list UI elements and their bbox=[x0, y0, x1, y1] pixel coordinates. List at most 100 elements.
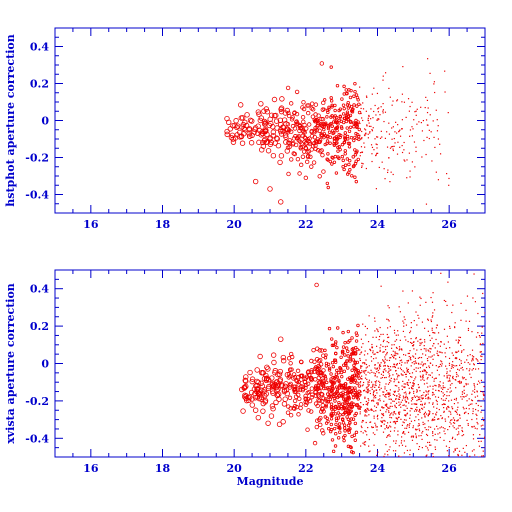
data-point bbox=[347, 385, 352, 390]
data-point bbox=[461, 435, 463, 437]
data-point bbox=[449, 391, 451, 393]
data-point bbox=[310, 392, 315, 397]
data-point bbox=[365, 359, 367, 361]
data-point bbox=[436, 400, 438, 403]
data-point bbox=[400, 373, 402, 375]
data-point bbox=[256, 391, 262, 397]
data-point bbox=[277, 159, 283, 166]
data-point bbox=[460, 360, 462, 362]
data-point bbox=[482, 398, 484, 400]
data-point bbox=[402, 397, 405, 399]
data-point bbox=[433, 309, 436, 311]
data-point bbox=[292, 403, 298, 409]
data-point bbox=[455, 428, 457, 430]
data-point bbox=[385, 459, 386, 460]
data-point bbox=[427, 376, 429, 379]
data-point bbox=[472, 368, 475, 370]
data-point bbox=[467, 329, 470, 331]
data-point bbox=[479, 344, 481, 346]
data-point bbox=[380, 377, 382, 379]
data-point bbox=[327, 130, 332, 134]
data-point bbox=[391, 344, 393, 346]
data-point bbox=[361, 151, 364, 153]
data-point bbox=[407, 359, 410, 362]
data-point bbox=[465, 444, 467, 447]
data-point bbox=[359, 413, 361, 415]
data-point bbox=[452, 364, 454, 366]
data-point bbox=[420, 376, 422, 378]
data-point bbox=[267, 116, 273, 122]
data-point bbox=[416, 395, 418, 397]
data-point bbox=[372, 386, 374, 388]
data-point bbox=[441, 417, 444, 419]
data-point bbox=[330, 162, 334, 166]
data-point bbox=[285, 121, 291, 127]
data-point bbox=[412, 382, 414, 385]
data-point bbox=[305, 154, 311, 160]
data-point bbox=[375, 188, 377, 190]
data-point bbox=[360, 366, 362, 368]
data-points bbox=[224, 58, 450, 205]
data-point bbox=[357, 127, 361, 132]
data-point bbox=[409, 472, 410, 473]
data-point bbox=[406, 383, 409, 385]
data-point bbox=[292, 126, 298, 131]
data-point bbox=[405, 383, 407, 385]
data-point bbox=[368, 445, 370, 447]
data-point bbox=[380, 362, 382, 364]
data-point bbox=[414, 419, 416, 422]
data-point bbox=[395, 417, 397, 419]
data-point bbox=[476, 428, 478, 430]
data-point bbox=[233, 118, 239, 124]
data-point bbox=[437, 366, 440, 368]
data-point bbox=[459, 414, 461, 416]
data-point bbox=[419, 304, 421, 306]
data-point bbox=[427, 420, 429, 422]
data-point bbox=[397, 430, 399, 432]
data-point bbox=[382, 75, 384, 77]
data-point bbox=[378, 118, 380, 120]
data-point bbox=[318, 370, 323, 375]
data-point bbox=[325, 380, 329, 385]
data-point bbox=[395, 442, 397, 444]
data-point bbox=[326, 362, 331, 366]
data-point bbox=[451, 407, 454, 410]
data-point bbox=[437, 396, 440, 398]
data-point bbox=[268, 413, 275, 419]
data-point bbox=[396, 100, 398, 102]
data-point bbox=[309, 386, 315, 391]
data-point bbox=[430, 319, 432, 321]
data-point bbox=[409, 358, 411, 360]
data-point bbox=[405, 324, 408, 326]
data-point bbox=[346, 349, 350, 354]
data-point bbox=[359, 138, 362, 140]
data-point bbox=[372, 358, 375, 360]
data-point bbox=[393, 420, 396, 423]
data-point bbox=[429, 362, 431, 364]
data-point bbox=[368, 460, 369, 461]
data-point bbox=[337, 379, 341, 384]
data-point bbox=[431, 337, 433, 339]
data-point bbox=[400, 359, 403, 361]
data-point bbox=[359, 134, 361, 137]
data-point bbox=[428, 397, 430, 399]
data-point bbox=[404, 427, 406, 429]
data-point bbox=[412, 388, 414, 390]
data-point bbox=[402, 431, 405, 433]
data-point bbox=[438, 374, 440, 376]
data-point bbox=[342, 141, 346, 145]
data-point bbox=[333, 103, 337, 108]
data-point bbox=[445, 356, 447, 358]
data-point bbox=[312, 130, 317, 135]
data-point bbox=[408, 352, 410, 355]
data-point bbox=[326, 110, 330, 115]
data-point bbox=[404, 386, 406, 388]
data-point bbox=[411, 387, 413, 390]
data-point bbox=[405, 401, 408, 403]
data-point bbox=[317, 128, 322, 133]
data-point bbox=[423, 369, 425, 371]
data-point bbox=[357, 102, 361, 107]
data-point bbox=[317, 394, 322, 399]
data-point bbox=[419, 375, 422, 377]
data-point bbox=[449, 421, 451, 423]
